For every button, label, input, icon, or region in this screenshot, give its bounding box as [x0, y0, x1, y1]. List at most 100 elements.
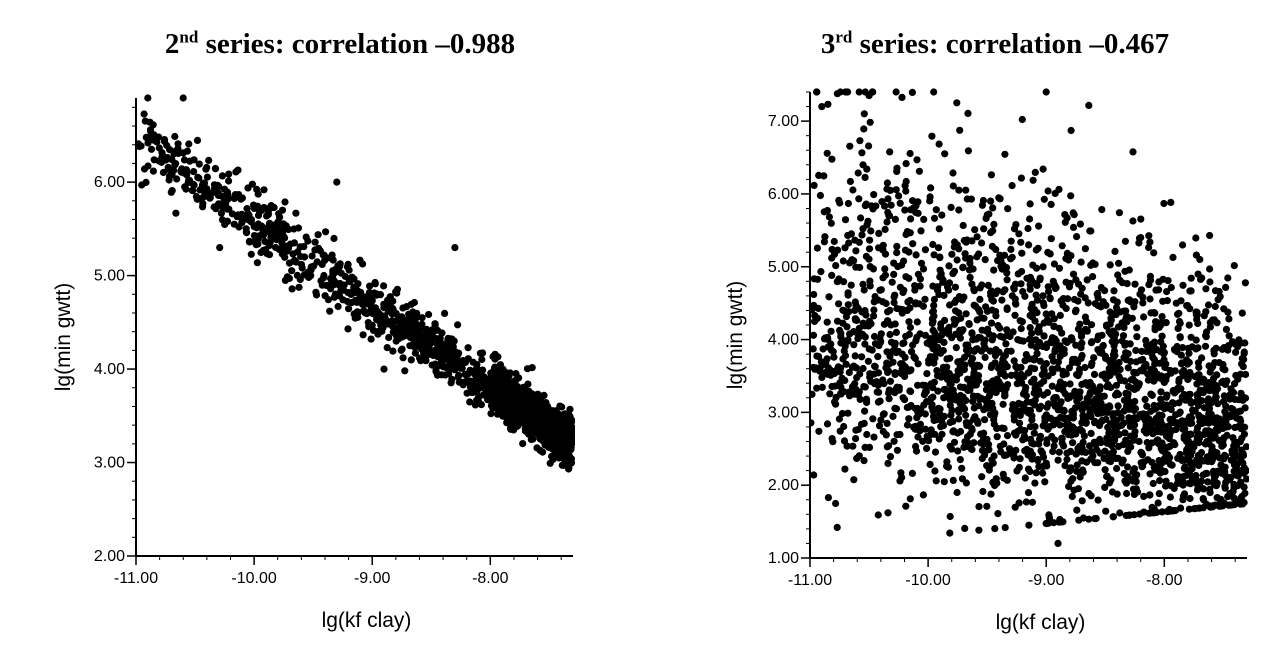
data-point	[1062, 304, 1070, 313]
data-point	[1090, 370, 1099, 378]
data-point	[1065, 425, 1073, 433]
data-point	[201, 189, 209, 197]
data-point	[1063, 449, 1071, 457]
data-point	[966, 259, 974, 267]
data-point	[1110, 287, 1118, 295]
data-point	[856, 370, 864, 378]
data-point	[185, 140, 193, 148]
y-tick-label: 6.00	[94, 174, 125, 191]
data-point	[525, 403, 533, 411]
data-point	[1027, 329, 1036, 337]
data-point	[473, 364, 481, 372]
data-point	[1018, 249, 1026, 257]
y-tick-label: 5.00	[768, 259, 799, 276]
data-point-outlier	[451, 244, 459, 252]
data-point	[1105, 429, 1113, 437]
data-point	[846, 330, 854, 338]
data-point	[1065, 283, 1074, 291]
data-point	[1214, 426, 1222, 434]
data-point-outlier	[1054, 539, 1062, 548]
data-point	[1078, 497, 1086, 505]
data-point	[1002, 340, 1010, 348]
data-point	[1025, 369, 1033, 377]
data-point	[1213, 494, 1221, 502]
data-point	[290, 257, 298, 265]
data-point	[1093, 446, 1101, 454]
data-point	[359, 331, 367, 339]
data-point	[529, 413, 537, 421]
data-point	[1059, 386, 1067, 395]
data-point	[844, 336, 852, 344]
data-point	[912, 251, 920, 259]
data-point	[905, 318, 913, 326]
data-point-outlier	[1042, 88, 1050, 96]
data-point	[1010, 416, 1018, 424]
data-point	[921, 295, 929, 303]
data-point	[1237, 500, 1245, 508]
data-point	[1144, 376, 1152, 384]
data-point	[450, 337, 458, 345]
y-tick-label: 1.00	[768, 550, 799, 567]
data-point	[838, 409, 847, 418]
data-point	[834, 246, 842, 254]
data-point	[1036, 435, 1044, 443]
data-point	[871, 362, 879, 370]
data-point	[1063, 455, 1071, 464]
data-point	[1198, 414, 1207, 422]
data-point	[348, 288, 356, 296]
data-point	[930, 416, 938, 425]
data-point	[855, 195, 863, 203]
data-point	[1101, 447, 1109, 455]
data-point	[1110, 353, 1118, 361]
data-point	[398, 333, 406, 341]
data-point	[195, 160, 203, 168]
data-point	[1213, 385, 1222, 393]
data-point	[992, 475, 1000, 483]
data-point	[418, 320, 426, 328]
data-point	[1026, 324, 1034, 332]
data-point	[1030, 306, 1039, 314]
data-point	[449, 360, 457, 369]
data-point	[1157, 445, 1165, 453]
data-point	[968, 237, 976, 245]
data-point	[1034, 328, 1042, 336]
data-point-outlier	[818, 103, 826, 111]
data-point	[997, 369, 1005, 377]
data-point	[947, 203, 955, 211]
data-point	[212, 205, 220, 213]
data-point	[956, 456, 964, 464]
data-point	[1054, 364, 1062, 372]
data-point	[1229, 388, 1238, 397]
data-point	[455, 349, 463, 357]
data-point	[1082, 458, 1091, 466]
data-point	[971, 302, 979, 310]
data-point	[1158, 332, 1166, 340]
data-point	[1179, 281, 1187, 289]
data-point	[1211, 472, 1219, 480]
data-point	[976, 308, 984, 316]
data-point	[217, 209, 225, 217]
data-point	[892, 328, 901, 336]
data-point	[1113, 464, 1121, 473]
data-point	[1068, 407, 1076, 415]
data-point	[1012, 221, 1020, 229]
data-point	[168, 171, 176, 179]
data-point	[295, 283, 303, 291]
data-point	[888, 278, 896, 286]
data-point	[192, 192, 200, 201]
data-point	[1024, 224, 1032, 233]
data-point	[1050, 519, 1058, 527]
data-point	[257, 222, 266, 230]
data-point	[464, 355, 472, 363]
data-point-outlier	[865, 92, 873, 100]
data-point	[1195, 430, 1203, 438]
data-point	[536, 409, 545, 417]
data-point	[907, 215, 915, 223]
data-point	[1229, 488, 1237, 496]
data-point	[1127, 416, 1135, 424]
data-point	[1186, 305, 1194, 313]
data-point	[864, 217, 872, 225]
data-point	[866, 236, 874, 244]
data-point	[1120, 419, 1128, 427]
data-point	[447, 379, 455, 387]
